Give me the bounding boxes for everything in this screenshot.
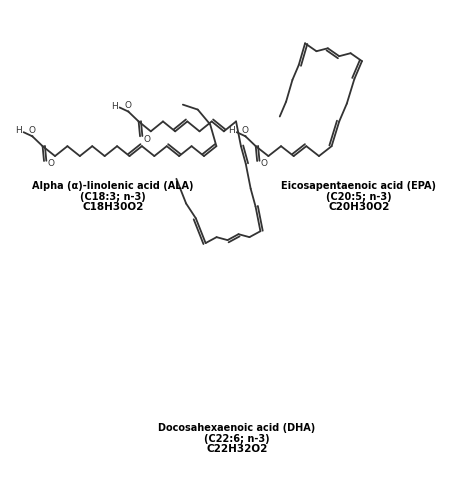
Text: Alpha (α)-linolenic acid (ALA): Alpha (α)-linolenic acid (ALA) [32,180,193,190]
Text: O: O [47,160,54,168]
Text: (C22:6; n-3): (C22:6; n-3) [204,434,270,444]
Text: O: O [125,101,132,110]
Text: H: H [111,102,118,110]
Text: O: O [260,160,267,168]
Text: O: O [242,126,249,135]
Text: O: O [143,134,150,143]
Text: C20H30O2: C20H30O2 [328,202,390,212]
Text: O: O [29,126,36,135]
Text: Docosahexaenoic acid (DHA): Docosahexaenoic acid (DHA) [158,423,316,433]
Text: Eicosapentaenoic acid (EPA): Eicosapentaenoic acid (EPA) [281,180,436,190]
Text: H: H [15,126,22,136]
Text: H: H [228,126,235,136]
Text: (C20:5; n-3): (C20:5; n-3) [326,192,392,202]
Text: (C18:3; n-3): (C18:3; n-3) [80,192,146,202]
Text: C18H30O2: C18H30O2 [82,202,144,212]
Text: C22H32O2: C22H32O2 [206,444,268,454]
